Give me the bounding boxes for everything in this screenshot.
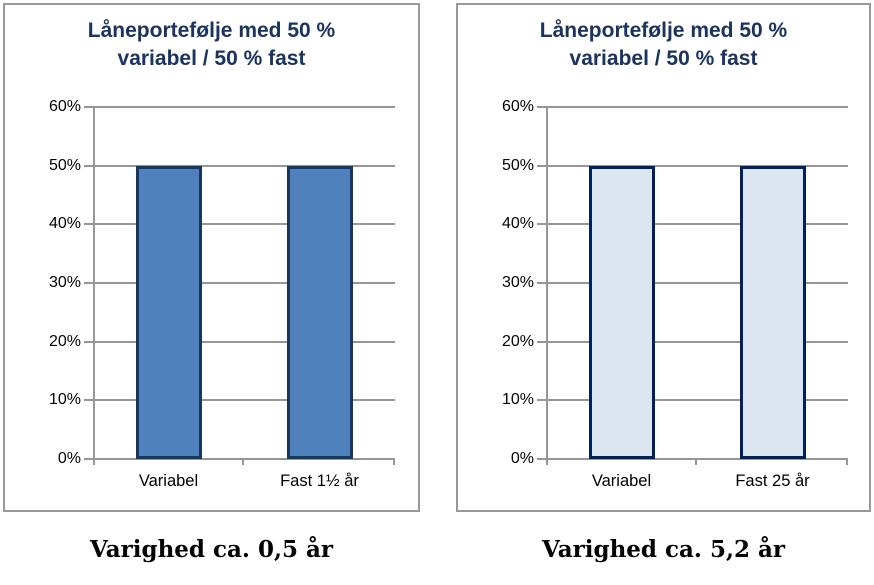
x-axis-tick [242, 458, 244, 465]
gridline [546, 106, 848, 108]
chart-title-line1: Låneportefølje med 50 % [539, 19, 788, 42]
chart-title: Låneportefølje med 50 % variabel / 50 % … [5, 17, 418, 73]
gridline [546, 458, 848, 460]
y-axis-tick [84, 282, 93, 284]
chart-panel-left: Låneportefølje med 50 % variabel / 50 % … [3, 3, 420, 512]
gridline [546, 282, 848, 284]
gridline [546, 165, 848, 167]
y-axis-tick-label: 10% [48, 391, 81, 408]
y-axis-tick [84, 223, 93, 225]
y-axis-tick-label: 60% [501, 98, 534, 115]
x-axis-label-variabel: Variabel [591, 472, 652, 490]
y-axis-tick [537, 282, 546, 284]
x-axis-labels: Variabel Fast 25 år [546, 472, 848, 498]
chart-title-line2: variabel / 50 % fast [569, 47, 758, 70]
y-axis-tick-label: 50% [48, 157, 81, 174]
y-axis-tick-label: 30% [48, 274, 81, 291]
y-axis-line [93, 107, 95, 465]
y-axis: 0% 10% 20% 30% 40% 50% 60% [458, 98, 534, 467]
bar-variabel [589, 166, 655, 459]
y-axis-tick [537, 399, 546, 401]
gridline [93, 341, 395, 343]
y-axis-tick-label: 20% [501, 333, 534, 350]
x-axis-label-fast: Fast 25 år [735, 472, 810, 490]
y-axis-tick-label: 40% [501, 215, 534, 232]
bar-fast-1-r [287, 166, 353, 459]
y-axis-tick-label: 60% [48, 98, 81, 115]
gridline [93, 458, 395, 460]
x-axis-tick [393, 458, 395, 465]
y-axis-tick [84, 458, 93, 460]
y-axis-tick [537, 106, 546, 108]
y-axis-tick [537, 341, 546, 343]
y-axis-tick [537, 223, 546, 225]
y-axis-tick [84, 106, 93, 108]
chart-title-line2: variabel / 50 % fast [117, 47, 306, 70]
gridline [546, 399, 848, 401]
y-axis-line [546, 107, 548, 465]
chart-caption-left: Varighed ca. 0,5 år [90, 536, 333, 563]
x-axis-tick [846, 458, 848, 465]
plot-area [537, 106, 848, 465]
y-axis-tick-label: 50% [501, 157, 534, 174]
gridline [93, 399, 395, 401]
chart-title: Låneportefølje med 50 % variabel / 50 % … [458, 17, 869, 73]
y-axis-tick-label: 10% [501, 391, 534, 408]
gridline [93, 223, 395, 225]
plot-area [84, 106, 395, 465]
x-axis-label-fast: Fast 1½ år [280, 472, 359, 490]
gridline [93, 282, 395, 284]
chart-caption-right: Varighed ca. 5,2 år [542, 536, 785, 563]
y-axis-tick-label: 20% [48, 333, 81, 350]
y-axis-tick [537, 165, 546, 167]
gridline [93, 165, 395, 167]
x-axis-label-variabel: Variabel [138, 472, 199, 490]
gridline [93, 106, 395, 108]
y-axis-tick [84, 165, 93, 167]
y-axis-tick-label: 0% [57, 450, 81, 467]
y-axis-tick-label: 30% [501, 274, 534, 291]
chart-title-line1: Låneportefølje med 50 % [87, 19, 336, 42]
gridline [546, 341, 848, 343]
y-axis-tick-label: 0% [510, 450, 534, 467]
bar-fast-25-r [740, 166, 806, 459]
gridline [546, 223, 848, 225]
chart-panel-right: Låneportefølje med 50 % variabel / 50 % … [456, 3, 871, 512]
y-axis-tick-label: 40% [48, 215, 81, 232]
x-axis-tick [695, 458, 697, 465]
bar-variabel [136, 166, 202, 459]
y-axis: 0% 10% 20% 30% 40% 50% 60% [5, 98, 81, 467]
x-axis-labels: Variabel Fast 1½ år [93, 472, 395, 498]
y-axis-tick [84, 341, 93, 343]
y-axis-tick [537, 458, 546, 460]
y-axis-tick [84, 399, 93, 401]
